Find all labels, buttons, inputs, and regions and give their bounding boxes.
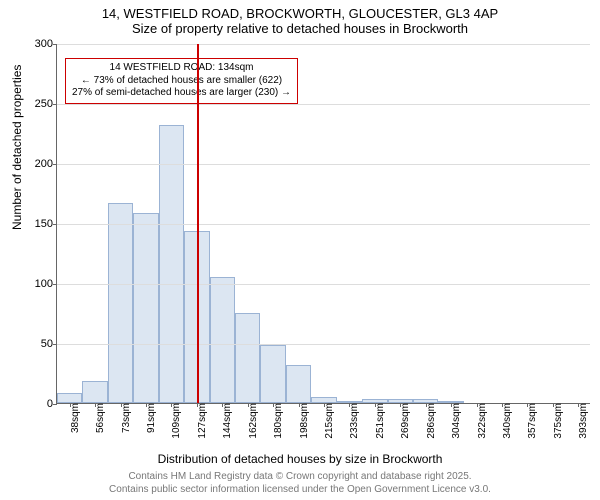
gridline: [57, 164, 590, 165]
histogram-bar: [133, 213, 158, 403]
chart-title-line1: 14, WESTFIELD ROAD, BROCKWORTH, GLOUCEST…: [0, 6, 600, 21]
histogram-bar: [159, 125, 184, 403]
xtick-label: 56sqm: [93, 403, 106, 433]
xtick-label: 144sqm: [220, 403, 233, 439]
xtick-label: 393sqm: [576, 403, 589, 439]
annotation-box: 14 WESTFIELD ROAD: 134sqm← 73% of detach…: [65, 58, 298, 104]
gridline: [57, 224, 590, 225]
xtick-label: 38sqm: [68, 403, 81, 433]
ytick-label: 200: [35, 158, 57, 170]
ytick-label: 150: [35, 218, 57, 230]
xtick-label: 269sqm: [398, 403, 411, 439]
histogram-bar: [260, 345, 285, 403]
histogram-bar: [57, 393, 82, 403]
xtick-label: 357sqm: [525, 403, 538, 439]
credits-line1: Contains HM Land Registry data © Crown c…: [0, 470, 600, 483]
xtick-label: 127sqm: [195, 403, 208, 439]
xtick-label: 162sqm: [246, 403, 259, 439]
ytick-label: 0: [47, 398, 57, 410]
annotation-line: 14 WESTFIELD ROAD: 134sqm: [72, 62, 291, 75]
xtick-label: 180sqm: [271, 403, 284, 439]
xtick-label: 109sqm: [169, 403, 182, 439]
histogram-bar: [235, 313, 260, 403]
ytick-label: 300: [35, 38, 57, 50]
chart-area: 14 WESTFIELD ROAD: 134sqm← 73% of detach…: [56, 44, 590, 404]
y-axis-label: Number of detached properties: [10, 65, 24, 230]
xtick-label: 73sqm: [119, 403, 132, 433]
gridline: [57, 344, 590, 345]
histogram-bar: [82, 381, 107, 403]
chart-title-block: 14, WESTFIELD ROAD, BROCKWORTH, GLOUCEST…: [0, 0, 600, 36]
xtick-label: 91sqm: [144, 403, 157, 433]
gridline: [57, 44, 590, 45]
ytick-label: 50: [41, 338, 57, 350]
ytick-label: 250: [35, 98, 57, 110]
xtick-label: 322sqm: [475, 403, 488, 439]
xtick-label: 304sqm: [449, 403, 462, 439]
histogram-bar: [210, 277, 235, 403]
gridline: [57, 104, 590, 105]
histogram-bar: [286, 365, 311, 403]
xtick-label: 340sqm: [500, 403, 513, 439]
chart-title-line2: Size of property relative to detached ho…: [0, 21, 600, 36]
credits-block: Contains HM Land Registry data © Crown c…: [0, 470, 600, 496]
xtick-label: 286sqm: [424, 403, 437, 439]
xtick-label: 375sqm: [551, 403, 564, 439]
annotation-line: 27% of semi-detached houses are larger (…: [72, 87, 291, 100]
plot-region: 14 WESTFIELD ROAD: 134sqm← 73% of detach…: [56, 44, 590, 404]
reference-line: [197, 44, 199, 403]
x-axis-label: Distribution of detached houses by size …: [0, 452, 600, 466]
xtick-label: 251sqm: [373, 403, 386, 439]
gridline: [57, 284, 590, 285]
xtick-label: 233sqm: [347, 403, 360, 439]
xtick-label: 198sqm: [297, 403, 310, 439]
histogram-bar: [108, 203, 133, 403]
credits-line2: Contains public sector information licen…: [0, 483, 600, 496]
annotation-line: ← 73% of detached houses are smaller (62…: [72, 75, 291, 88]
ytick-label: 100: [35, 278, 57, 290]
xtick-label: 215sqm: [322, 403, 335, 439]
